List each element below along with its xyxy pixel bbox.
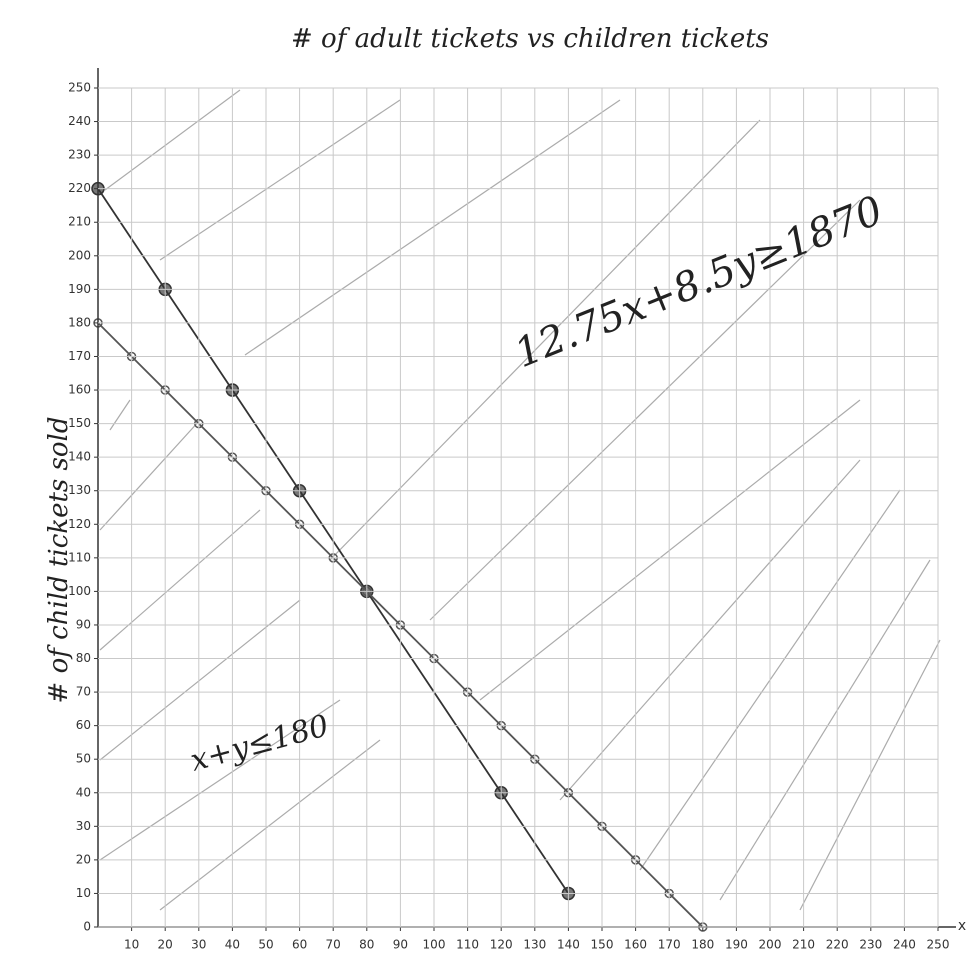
x-tick-label: 20 (158, 938, 173, 952)
y-tick-label: 60 (76, 718, 91, 732)
y-tick-label: 40 (76, 785, 91, 799)
x-tick-label: 70 (326, 938, 341, 952)
x-tick-label: 240 (893, 938, 916, 952)
y-tick-label: 200 (68, 248, 91, 262)
y-tick-label: 90 (76, 617, 91, 631)
x-tick-label: 110 (456, 938, 479, 952)
x-tick-label: 90 (393, 938, 408, 952)
x-tick-label: 100 (423, 938, 446, 952)
y-tick-label: 240 (68, 114, 91, 128)
y-tick-label: 80 (76, 651, 91, 665)
x-tick-label: 250 (927, 938, 950, 952)
chart: 2502402302202102001901801701601501401301… (0, 0, 978, 962)
y-tick-label: 220 (68, 181, 91, 195)
y-tick-label: 30 (76, 819, 91, 833)
x-tick-label: 130 (523, 938, 546, 952)
y-tick-label: 50 (76, 752, 91, 766)
x-tick-label: 170 (658, 938, 681, 952)
y-tick-label: 10 (76, 886, 91, 900)
y-tick-label: 250 (68, 81, 91, 95)
y-tick-label: 230 (68, 148, 91, 162)
x-tick-label: 180 (691, 938, 714, 952)
y-tick-label: 190 (68, 282, 91, 296)
x-tick-label: 50 (258, 938, 273, 952)
y-tick-label: 170 (68, 349, 91, 363)
x-tick-label: 40 (225, 938, 240, 952)
x-axis-label: x (958, 918, 966, 934)
x-tick-label: 10 (124, 938, 139, 952)
x-tick-label: 80 (359, 938, 374, 952)
y-tick-label: 70 (76, 685, 91, 699)
x-tick-label: 60 (292, 938, 307, 952)
x-tick-label: 210 (792, 938, 815, 952)
x-tick-label: 160 (624, 938, 647, 952)
y-tick-label: 20 (76, 852, 91, 866)
annotation: 12.75x+8.5y≥1870 (508, 187, 889, 377)
x-tick-label: 230 (859, 938, 882, 952)
y-tick-label: 180 (68, 315, 91, 329)
x-tick-label: 30 (191, 938, 206, 952)
annotation: x+y≤180 (187, 708, 333, 778)
y-tick-label: 0 (83, 920, 91, 934)
x-tick-label: 150 (591, 938, 614, 952)
chart-title: # of adult tickets vs children tickets (291, 24, 769, 54)
y-tick-label: 160 (68, 383, 91, 397)
y-axis-label: # of child tickets sold (44, 417, 74, 704)
x-tick-label: 140 (557, 938, 580, 952)
x-tick-label: 200 (759, 938, 782, 952)
x-tick-label: 190 (725, 938, 748, 952)
x-tick-label: 120 (490, 938, 513, 952)
y-tick-label: 210 (68, 215, 91, 229)
x-tick-label: 220 (826, 938, 849, 952)
